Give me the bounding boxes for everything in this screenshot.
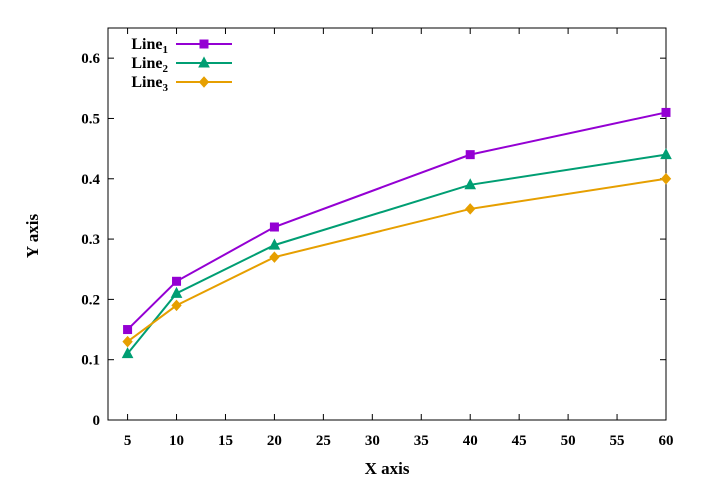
data-point	[269, 222, 279, 232]
series-2	[121, 148, 672, 359]
x-tick-label: 45	[512, 433, 527, 449]
x-tick-label: 5	[124, 433, 132, 449]
data-point	[268, 238, 281, 250]
legend-marker	[198, 76, 210, 88]
x-tick-label: 40	[463, 433, 478, 449]
legend-label: Line1	[131, 36, 168, 56]
y-tick-label: 0.1	[81, 353, 100, 369]
y-axis-title: Y axis	[23, 214, 42, 259]
series-line	[126, 153, 667, 355]
y-tick-label: 0.5	[81, 111, 100, 127]
data-point	[172, 276, 182, 286]
x-tick-label: 25	[316, 433, 331, 449]
legend-entry-1: Line1	[131, 36, 232, 56]
data-point	[464, 178, 477, 190]
legend-entry-3: Line3	[131, 74, 232, 94]
x-tick-label: 60	[659, 433, 674, 449]
series-1	[123, 107, 671, 335]
data-point	[122, 335, 133, 348]
legend-entry-2: Line2	[131, 55, 232, 75]
x-tick-label: 55	[610, 433, 625, 449]
x-tick-label: 35	[414, 433, 429, 449]
series-line	[126, 177, 667, 343]
x-axis-title: X axis	[365, 459, 410, 478]
data-point	[171, 299, 182, 312]
legend-label: Line3	[131, 74, 168, 94]
data-point	[170, 286, 183, 298]
plot-frame	[107, 27, 667, 421]
legend-marker	[198, 56, 210, 68]
data-point	[123, 325, 133, 335]
data-point	[465, 203, 476, 215]
data-point	[465, 150, 475, 160]
x-tick-label: 30	[365, 433, 380, 449]
x-tick-label: 10	[169, 433, 184, 449]
x-tick-label: 15	[218, 433, 233, 449]
x-tick-label: 20	[267, 433, 282, 449]
data-point	[660, 148, 672, 160]
x-tick-label: 50	[561, 433, 576, 449]
data-point	[121, 347, 134, 359]
y-tick-label: 0.3	[81, 232, 100, 248]
y-tick-label: 0.2	[81, 292, 100, 308]
y-tick-label: 0.4	[81, 172, 100, 188]
series-line	[126, 111, 667, 331]
data-point	[269, 251, 280, 263]
legend-marker	[199, 39, 209, 49]
series-3	[122, 173, 672, 348]
y-tick-label: 0.6	[81, 51, 100, 67]
data-point	[660, 173, 672, 185]
legend-label: Line2	[131, 55, 168, 75]
y-tick-label: 0	[93, 413, 101, 429]
data-point	[661, 107, 671, 117]
